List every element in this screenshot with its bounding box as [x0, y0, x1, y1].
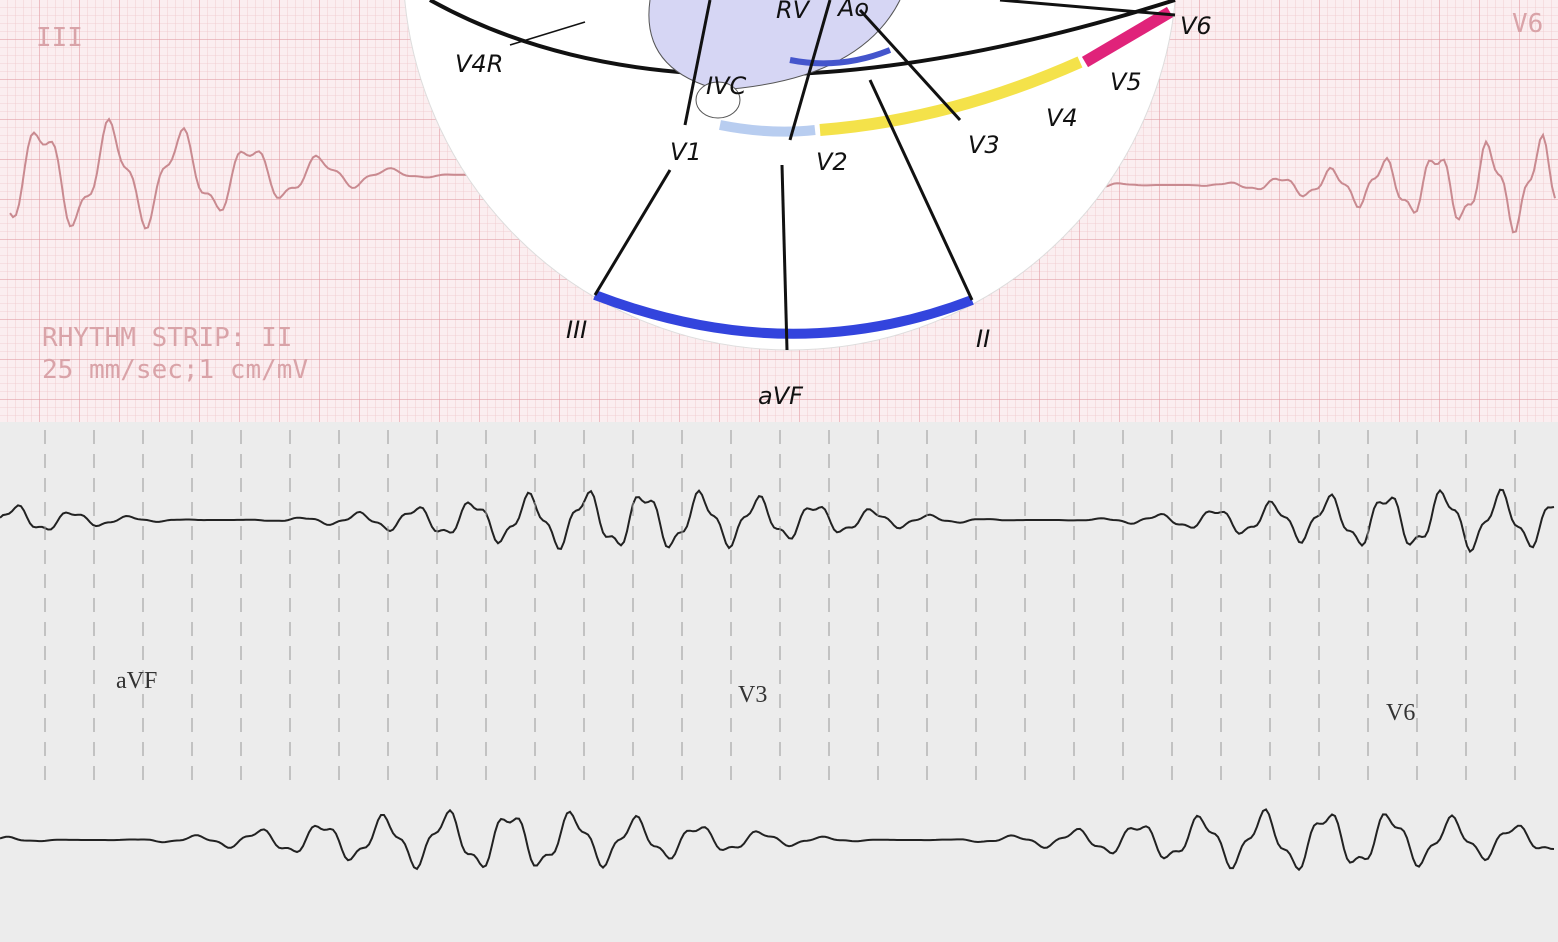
- diagram-label: RV: [776, 0, 811, 24]
- lead-label: V3: [738, 682, 767, 708]
- highlight: [719, 120, 816, 137]
- diagram-label: V1: [670, 138, 702, 166]
- lead-lines: [509, 0, 1176, 351]
- diagram-label: V5: [1110, 68, 1142, 96]
- lead-label: V6: [1512, 9, 1543, 39]
- ivc: [695, 81, 741, 119]
- diagram-label: II: [976, 325, 990, 353]
- diagram-label: V3: [968, 131, 1000, 159]
- lead-diagram: V4R RV Ao IVC V1 V2 V3 V4 V5 V6 III II a…: [404, 0, 1212, 410]
- diagram-label: III: [566, 316, 587, 344]
- diagram-label: aVF: [758, 382, 804, 410]
- lead-label: aVF: [116, 668, 157, 694]
- diagram-label: V2: [816, 148, 848, 176]
- diagram-label: V4: [1046, 104, 1078, 132]
- highlight: [789, 47, 892, 67]
- diagram-label: Ao: [836, 0, 869, 22]
- diagram-label: IVC: [706, 72, 746, 100]
- ecg-trace: [1089, 132, 1556, 234]
- ecg-trace: [9, 117, 490, 230]
- gray-paper: [0, 422, 1558, 942]
- rhythm-label: RHYTHM STRIP: II: [42, 323, 292, 353]
- waveforms: [0, 117, 1556, 872]
- diagram-label: V4R: [455, 50, 503, 78]
- highlight: [1081, 6, 1174, 68]
- lead-label: V6: [1386, 700, 1415, 726]
- ecg-trace: [0, 808, 1555, 872]
- lead-label: III: [36, 23, 83, 53]
- diagram-disc: [404, 0, 1176, 351]
- diagram-label: V6: [1180, 12, 1212, 40]
- ecg-trace: [0, 488, 1555, 554]
- calibration: 25 mm/sec;1 cm/mV: [42, 355, 308, 385]
